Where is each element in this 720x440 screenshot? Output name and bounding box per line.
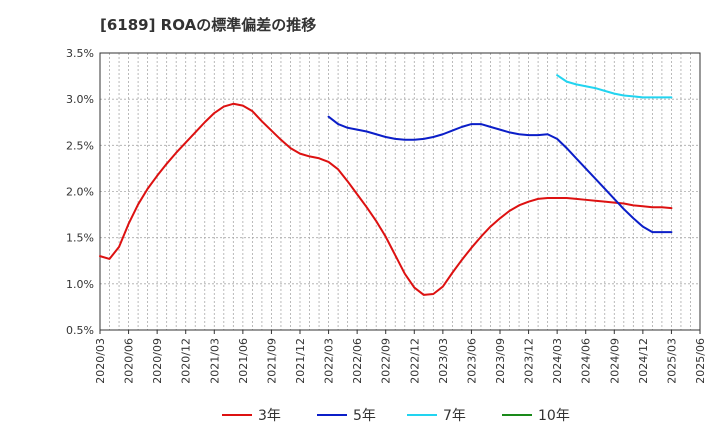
x-tick-label: 2022/09 bbox=[380, 338, 393, 384]
y-tick-label: 0.5% bbox=[66, 324, 94, 337]
axis-layer: 0.5% 1.0% 1.5% 2.0% 2.5% 3.0% 3.5% 2020/03 2020/… bbox=[66, 47, 707, 384]
x-tick-label: 2020/06 bbox=[123, 338, 136, 384]
y-tick-label: 3.5% bbox=[66, 47, 94, 60]
x-tick-label: 2025/06 bbox=[694, 338, 707, 384]
y-tick-label: 2.0% bbox=[66, 186, 94, 199]
series-line-5年 bbox=[327, 115, 673, 234]
x-tick-label: 2024/06 bbox=[580, 338, 593, 384]
x-tick-label: 2020/12 bbox=[180, 338, 193, 384]
chart-title: [6189] ROAの標準偏差の推移 bbox=[100, 16, 317, 34]
x-tick-label: 2024/12 bbox=[637, 338, 650, 384]
x-tick-label: 2021/12 bbox=[294, 338, 307, 384]
y-tick-label: 3.0% bbox=[66, 93, 94, 106]
x-tick-label: 2021/06 bbox=[237, 338, 250, 384]
x-tick-label: 2022/06 bbox=[351, 338, 364, 384]
x-tick-label: 2022/12 bbox=[408, 338, 421, 384]
x-tick-label: 2023/06 bbox=[465, 338, 478, 384]
x-tick-label: 2020/03 bbox=[94, 338, 107, 384]
legend: 3年 5年 7年 10年 bbox=[222, 408, 570, 424]
legend-label-5年: 5年 bbox=[353, 408, 376, 424]
legend-label-7年: 7年 bbox=[443, 408, 466, 424]
series-line-7年 bbox=[556, 74, 673, 99]
x-tick-label: 2021/03 bbox=[208, 338, 221, 384]
x-tick-label: 2022/03 bbox=[323, 338, 336, 384]
x-tick-label: 2021/09 bbox=[265, 338, 278, 384]
x-tick-label: 2020/09 bbox=[151, 338, 164, 384]
plot-border bbox=[99, 52, 701, 331]
x-tick-label: 2024/03 bbox=[551, 338, 564, 384]
x-tick-label: 2023/12 bbox=[523, 338, 536, 384]
x-tick-label: 2025/03 bbox=[665, 338, 678, 384]
y-tick-label: 2.5% bbox=[66, 139, 94, 152]
series-line-3年 bbox=[99, 102, 673, 296]
x-tick-label: 2024/09 bbox=[608, 338, 621, 384]
y-tick-label: 1.5% bbox=[66, 232, 94, 245]
legend-label-10年: 10年 bbox=[538, 408, 570, 424]
y-tick-label: 1.0% bbox=[66, 278, 94, 291]
x-tick-label: 2023/09 bbox=[494, 338, 507, 384]
x-tick-label: 2023/03 bbox=[437, 338, 450, 384]
series-layer bbox=[99, 74, 673, 296]
legend-label-3年: 3年 bbox=[258, 408, 281, 424]
